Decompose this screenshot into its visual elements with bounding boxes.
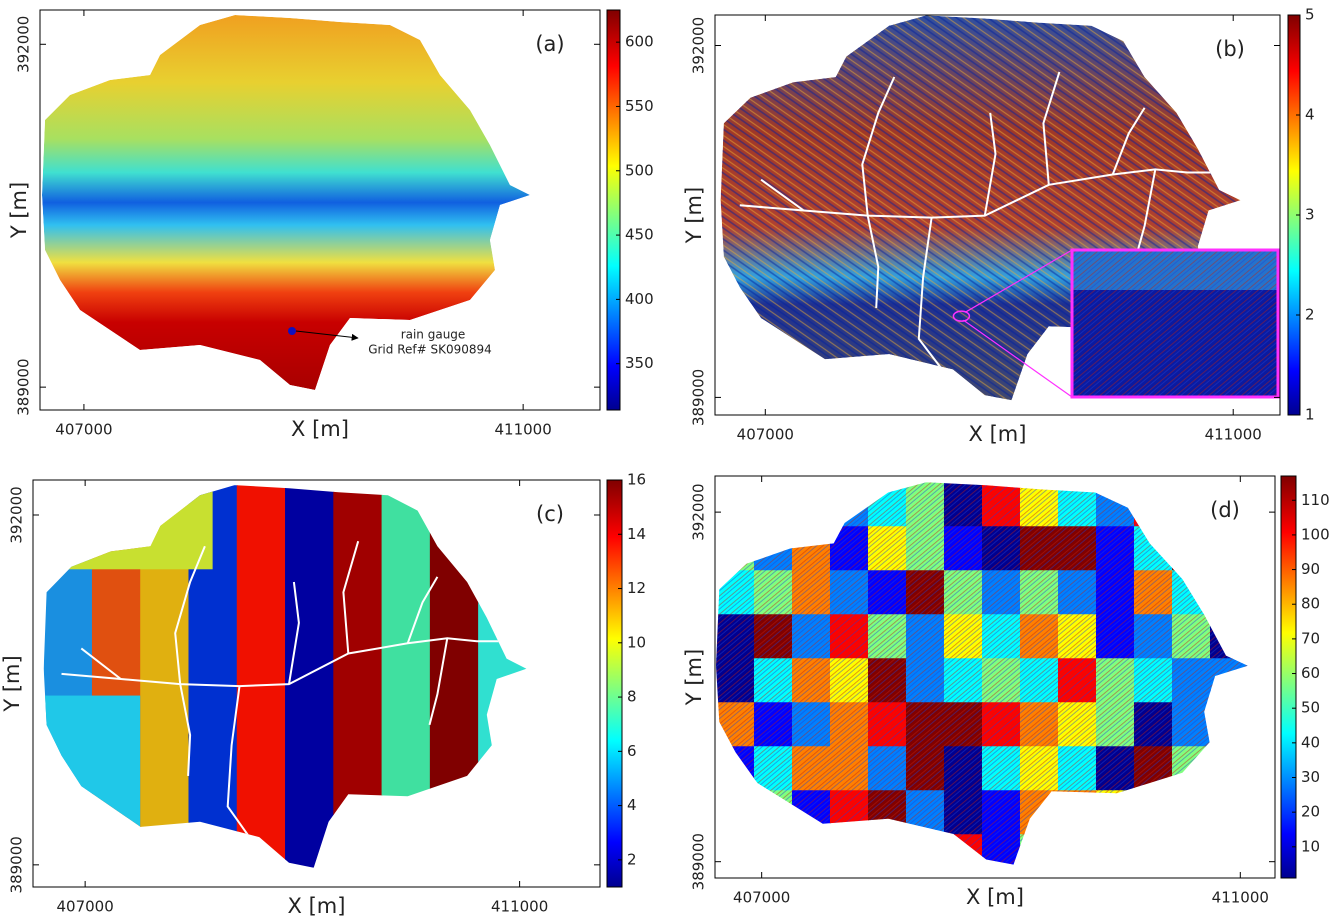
colorbar-tick-label: 4 [1305, 106, 1315, 124]
colorbar-tick-label: 90 [1301, 560, 1320, 578]
colorbar-tick-label: 350 [625, 354, 654, 372]
region [237, 485, 286, 868]
rain-gauge [288, 327, 296, 335]
panel-label: (b) [1215, 37, 1245, 61]
x-tick-label: 411000 [1212, 889, 1269, 907]
colorbar [1281, 476, 1296, 878]
colorbar-tick-label: 550 [625, 97, 654, 115]
colorbar-tick-label: 1 [1305, 406, 1315, 424]
panel: 407000 411000 389000 392000 X [m] Y [m] (b) 1 2 3… [682, 6, 1315, 447]
panel-label: (c) [536, 502, 564, 526]
colorbar-tick-label: 8 [627, 688, 637, 706]
colorbar-tick-label: 2 [1305, 306, 1315, 324]
colorbar-tick-label: 14 [627, 525, 646, 543]
panel-label: (d) [1210, 498, 1240, 522]
colorbar-tick-label: 6 [627, 742, 637, 760]
x-tick-label: 411000 [491, 898, 548, 916]
colorbar-tick-label: 500 [625, 161, 654, 179]
panel: 407000 411000 389000 392000 X [m] Y [m] (d) 10 2… [682, 476, 1330, 909]
region [285, 485, 334, 868]
y-tick-label: 392000 [15, 16, 33, 73]
annotation: Grid Ref# SK090894 [368, 343, 492, 357]
colorbar-tick-label: 110 [1301, 491, 1330, 509]
colorbar-tick-label: 16 [627, 471, 646, 489]
panel: 407000 411000 389000 392000 X [m] Y [m] (c) 2 4 6… [0, 471, 646, 919]
y-tick-label: 389000 [15, 359, 33, 416]
colorbar-tick-label: 10 [1301, 837, 1320, 855]
colorbar-tick-label: 70 [1301, 629, 1320, 647]
x-tick-label: 407000 [733, 889, 790, 907]
x-axis-label: X [m] [969, 422, 1027, 446]
y-axis-label: Y [m] [7, 182, 31, 239]
figure: rain gaugeGrid Ref# SK090894 407000 411000… [0, 0, 1338, 918]
y-axis-label: Y [m] [682, 187, 706, 244]
colorbar-tick-label: 12 [627, 579, 646, 597]
y-tick-label: 389000 [690, 833, 708, 890]
y-tick-label: 389000 [690, 369, 708, 426]
x-axis-label: X [m] [291, 417, 349, 441]
colorbar-tick-label: 450 [625, 226, 654, 244]
colorbar-tick-label: 60 [1301, 664, 1320, 682]
x-axis-label: X [m] [966, 885, 1024, 909]
y-axis-label: Y [m] [682, 649, 706, 706]
x-tick-label: 407000 [57, 898, 114, 916]
y-tick-label: 392000 [690, 17, 708, 74]
x-axis-label: X [m] [288, 894, 346, 918]
colorbar-tick-label: 80 [1301, 595, 1320, 613]
y-axis-label: Y [m] [0, 655, 24, 712]
y-tick-label: 392000 [690, 483, 708, 540]
inset-texture [1072, 250, 1278, 397]
colorbar-tick-label: 400 [625, 290, 654, 308]
x-tick-label: 407000 [55, 421, 112, 439]
colorbar-tick-label: 600 [625, 33, 654, 51]
colorbar-tick-label: 10 [627, 633, 646, 651]
colorbar-tick-label: 2 [627, 850, 637, 868]
colorbar-tick-label: 50 [1301, 699, 1320, 717]
x-tick-label: 411000 [495, 421, 552, 439]
colorbar-tick-label: 40 [1301, 733, 1320, 751]
annotation: rain gauge [401, 328, 466, 342]
colorbar-tick-label: 20 [1301, 803, 1320, 821]
x-tick-label: 407000 [737, 426, 794, 444]
y-tick-label: 392000 [8, 486, 26, 543]
colorbar-tick-label: 3 [1305, 206, 1315, 224]
colorbar-tick-label: 4 [627, 796, 637, 814]
colorbar [607, 480, 622, 887]
colorbar-tick-label: 5 [1305, 6, 1315, 24]
colorbar-tick-label: 30 [1301, 768, 1320, 786]
colorbar-tick-label: 100 [1301, 525, 1330, 543]
y-tick-label: 389000 [8, 836, 26, 893]
x-tick-label: 411000 [1205, 426, 1262, 444]
colorbar [607, 10, 620, 410]
panel-label: (a) [535, 32, 564, 56]
